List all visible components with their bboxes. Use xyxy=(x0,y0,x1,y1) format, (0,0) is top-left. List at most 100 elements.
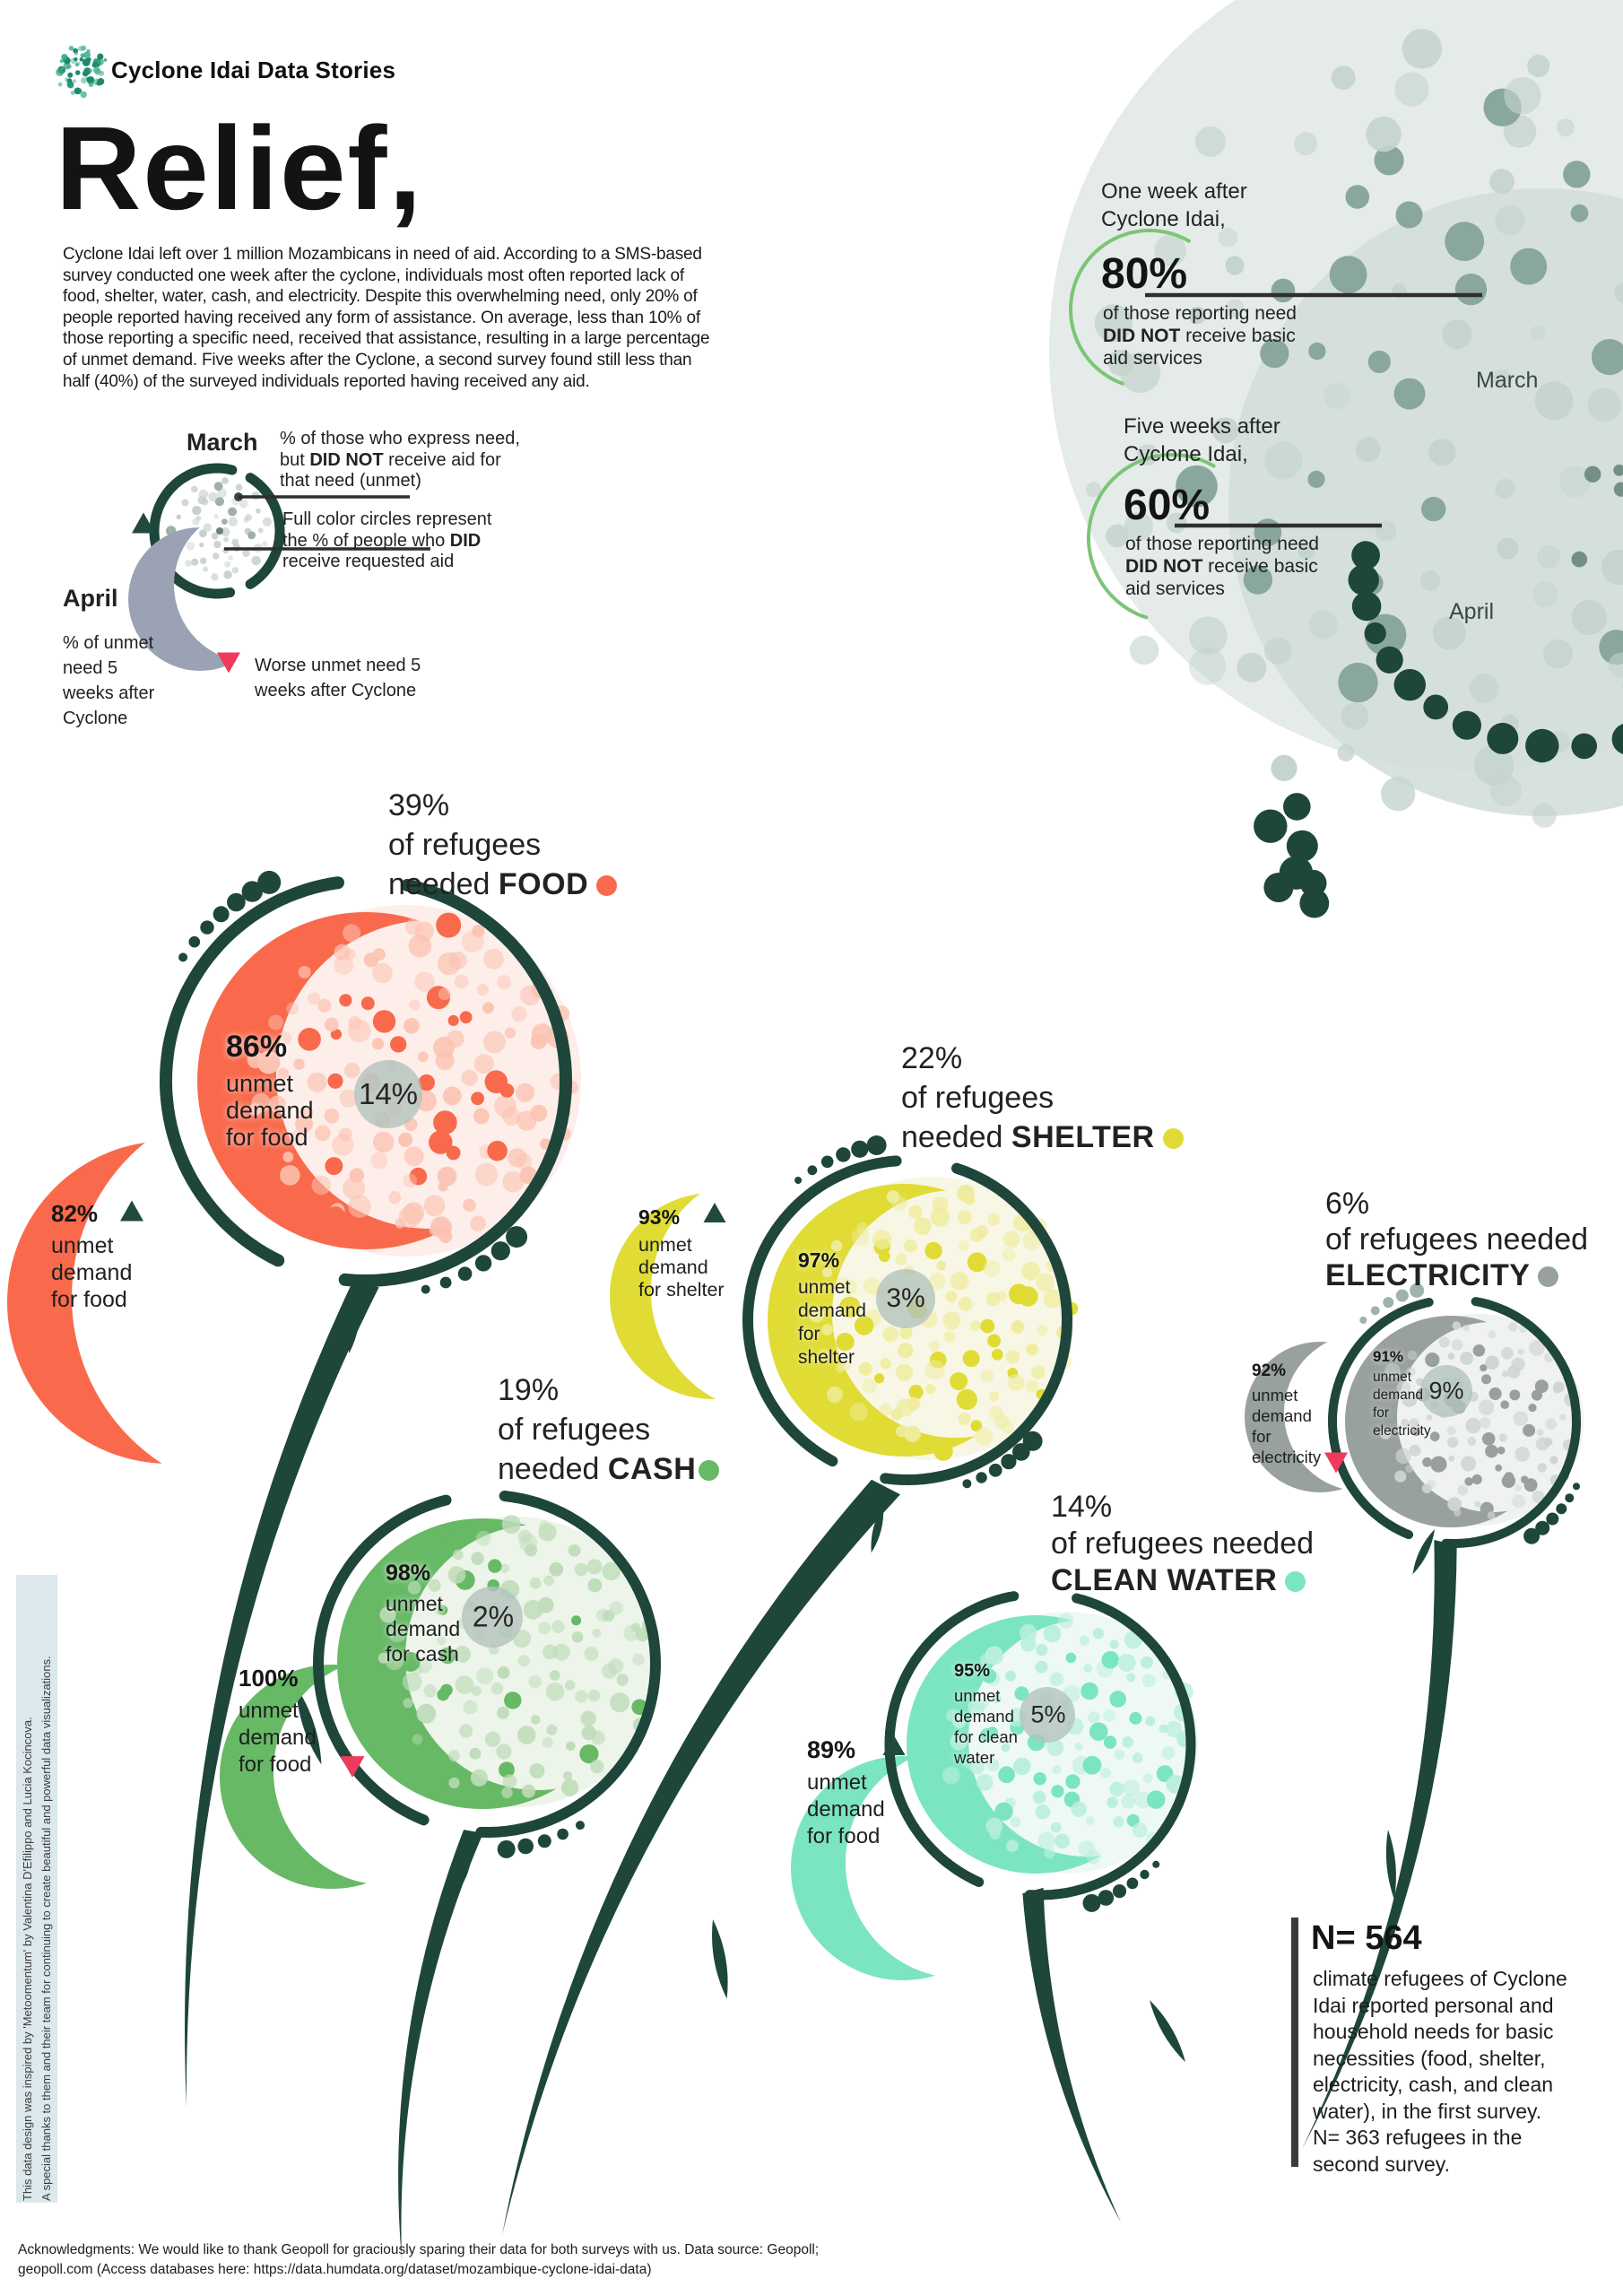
shelter-dot-icon xyxy=(1162,1128,1184,1149)
water-april-unmet: 89% unmet demand for food xyxy=(807,1736,885,1850)
food-need-line3: needed FOOD xyxy=(388,865,618,904)
water-need-pct: 14% xyxy=(1051,1490,1113,1524)
water-march-unmet: 95% unmet demand for clean water xyxy=(954,1661,1018,1768)
spiral-april-label: April xyxy=(1449,599,1495,624)
cash-need-line3: needed CASH xyxy=(498,1449,720,1489)
stat-five-weeks-pct: 60% xyxy=(1124,482,1211,529)
shelter-march-pct: 97% xyxy=(798,1248,840,1272)
electricity-march-pct: 91% xyxy=(1373,1348,1404,1365)
flower-cash xyxy=(312,1491,662,1858)
stat-five-weeks-body: of those reporting need DID NOT receive … xyxy=(1125,533,1319,600)
acknowledgments: Acknowledgments: We would like to thank … xyxy=(18,2242,820,2277)
electricity-march-caption: unmet demand for electricity xyxy=(1373,1370,1431,1439)
flower-water xyxy=(884,1591,1198,1912)
food-april-pct: 82% xyxy=(51,1200,99,1227)
water-march-pct: 95% xyxy=(954,1661,991,1681)
legend-april-caption: % of unmet need 5 weeks after Cyclone xyxy=(63,633,155,728)
food-keyword: FOOD xyxy=(498,867,589,901)
sample-size-body: climate refugees of Cyclone Idai reporte… xyxy=(1313,1967,1567,2176)
legend-april-label: April xyxy=(63,585,118,612)
intro-paragraph: Cyclone Idai left over 1 million Mozambi… xyxy=(63,245,710,391)
shelter-need-line2: of refugees xyxy=(901,1081,1055,1115)
legend-march-label: March xyxy=(187,429,258,456)
flower-food xyxy=(159,870,581,1294)
cash-march-unmet: 98% unmet demand for cash xyxy=(386,1561,460,1666)
stat-one-week-pct: 80% xyxy=(1101,250,1188,298)
legend-note-full-text2: receive requested aid xyxy=(282,552,455,571)
legend-note-unmet-text: % of those who express need, but xyxy=(280,429,520,470)
shelter-needed-text: needed xyxy=(901,1120,1011,1154)
page-title: Relief, xyxy=(56,102,424,234)
legend-note-unmet-bold: DID NOT xyxy=(309,449,384,470)
electricity-need-pct: 6% xyxy=(1325,1187,1370,1221)
stat-five-weeks-body-text: of those reporting need xyxy=(1125,534,1319,554)
legend-note-full-text: Full color circles represent the % of pe… xyxy=(282,509,492,551)
decorative-spiral xyxy=(1049,0,1623,918)
sample-size-label: N= 564 xyxy=(1311,1919,1422,1957)
cash-dot-icon xyxy=(699,1460,720,1481)
water-april-pct: 89% xyxy=(807,1736,856,1763)
stat-one-week-body-text: of those reporting need xyxy=(1103,303,1297,324)
water-dot-icon xyxy=(1285,1571,1306,1592)
electricity-keyword: ELECTRICITY xyxy=(1325,1258,1531,1292)
cash-march-pct: 98% xyxy=(386,1561,431,1586)
water-need-line2: of refugees needed xyxy=(1051,1526,1315,1561)
stat-one-week-body: of those reporting need DID NOT receive … xyxy=(1103,302,1297,370)
electricity-received-pct: 9% xyxy=(1428,1377,1464,1405)
stat-five-weeks-heading: Five weeks after Cyclone Idai, xyxy=(1124,414,1280,466)
food-march-unmet: 86% unmet demand for food xyxy=(226,1030,314,1151)
shelter-april-caption: unmet demand for shelter xyxy=(638,1234,725,1300)
shelter-april-unmet: 93% unmet demand for shelter xyxy=(638,1205,725,1301)
food-heading: 39% of refugees needed FOOD xyxy=(388,786,618,904)
legend-note-full-bold: DID xyxy=(449,530,482,551)
note-bar xyxy=(1291,1918,1298,2167)
stat-five-weeks-body-bold: DID NOT xyxy=(1125,556,1203,577)
shelter-keyword: SHELTER xyxy=(1011,1120,1155,1154)
electricity-need-line2: of refugees needed xyxy=(1325,1222,1589,1257)
shelter-need-pct: 22% xyxy=(901,1041,963,1075)
legend-note-unmet-text2: receive aid for that need (unmet) xyxy=(280,449,501,491)
food-dot-icon xyxy=(596,875,618,896)
stat-five-weeks-body-text2: receive basic aid services xyxy=(1125,556,1318,599)
flower-electricity xyxy=(1327,1297,1584,1549)
cash-need-pct: 19% xyxy=(498,1373,560,1407)
design-credit-vertical: This data design was inspired by 'Metoom… xyxy=(21,1656,53,2201)
food-march-caption: unmet demand for food xyxy=(226,1070,314,1151)
water-keyword: CLEAN WATER xyxy=(1051,1563,1278,1597)
shelter-need-line3: needed SHELTER xyxy=(901,1118,1184,1157)
legend-note-unmet: % of those who express need, but DID NOT… xyxy=(280,429,520,492)
food-april-caption: unmet demand for food xyxy=(51,1233,133,1312)
water-heading: 14% of refugees needed CLEAN WATER xyxy=(1051,1489,1314,1599)
water-april-caption: unmet demand for food xyxy=(807,1770,885,1848)
cash-need-line2: of refugees xyxy=(498,1413,651,1447)
electricity-need-line3: ELECTRICITY xyxy=(1325,1257,1588,1293)
food-april-unmet: 82% unmet demand for food xyxy=(51,1200,132,1313)
legend-note-full: Full color circles represent the % of pe… xyxy=(282,509,491,573)
cash-received-pct: 2% xyxy=(472,1600,515,1633)
food-march-pct: 86% xyxy=(226,1030,288,1064)
legend-mini-flower xyxy=(128,463,285,671)
electricity-april-caption: unmet demand for electricity xyxy=(1252,1386,1322,1466)
shelter-march-unmet: 97% unmet demand for shelter xyxy=(798,1248,866,1370)
brand-title: Cyclone Idai Data Stories xyxy=(111,57,396,83)
cash-needed-text: needed xyxy=(498,1452,608,1486)
cash-april-unmet: 100% unmet demand for food xyxy=(239,1665,317,1779)
shelter-march-caption: unmet demand for shelter xyxy=(798,1277,866,1368)
water-need-line3: CLEAN WATER xyxy=(1051,1562,1314,1599)
electricity-april-unmet: 92% unmet demand for electricity xyxy=(1252,1361,1321,1467)
credit-strip xyxy=(16,1575,57,2203)
cash-heading: 19% of refugees needed CASH xyxy=(498,1370,720,1489)
electricity-april-pct: 92% xyxy=(1252,1361,1287,1380)
cash-keyword: CASH xyxy=(607,1452,697,1486)
food-needed-text: needed xyxy=(388,867,499,901)
stat-one-week-body-text2: receive basic aid services xyxy=(1103,326,1296,369)
logo-spiral-icon xyxy=(56,45,108,99)
food-need-line2: of refugees xyxy=(388,828,542,862)
food-received-pct: 14% xyxy=(358,1077,419,1110)
water-received-pct: 5% xyxy=(1030,1700,1066,1728)
flower-shelter xyxy=(742,1135,1079,1489)
cash-april-pct: 100% xyxy=(239,1665,299,1692)
food-need-pct: 39% xyxy=(388,788,450,822)
